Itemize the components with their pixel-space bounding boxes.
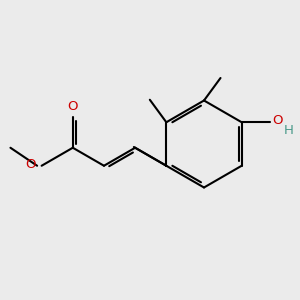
Text: O: O	[68, 100, 78, 113]
Text: H: H	[284, 124, 293, 137]
Text: O: O	[26, 158, 36, 171]
Text: O: O	[273, 114, 283, 127]
